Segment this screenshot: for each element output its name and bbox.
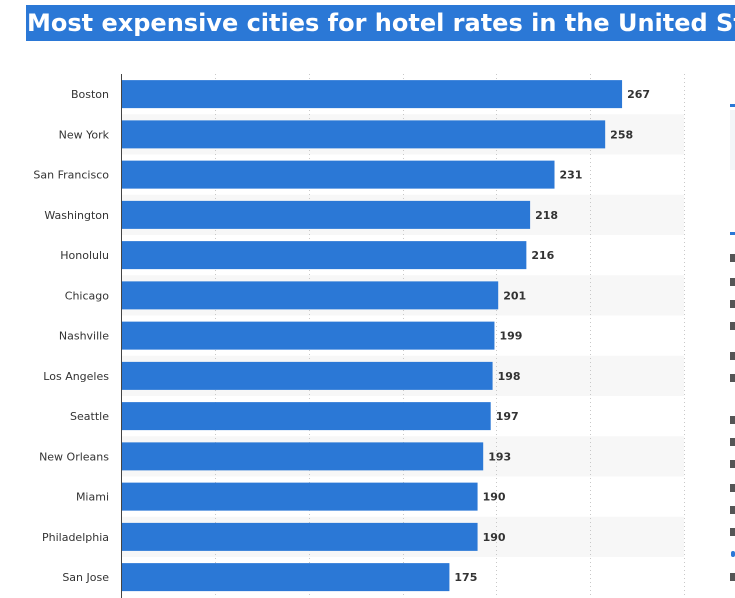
data-label: 198 bbox=[498, 370, 521, 383]
side-panel-text-fragment bbox=[730, 506, 735, 514]
side-panel-text-fragment bbox=[730, 278, 735, 286]
bar bbox=[121, 563, 450, 592]
chart-title: Most expensive cities for hotel rates in… bbox=[26, 5, 735, 41]
data-label: 218 bbox=[535, 209, 558, 222]
side-panel-text-fragment bbox=[730, 254, 735, 262]
side-panel-rule bbox=[730, 232, 735, 235]
bar bbox=[121, 442, 484, 471]
bar bbox=[121, 241, 527, 270]
side-panel-text-fragment bbox=[730, 573, 735, 581]
side-panel-text-fragment bbox=[730, 460, 735, 468]
category-label: Honolulu bbox=[60, 249, 109, 262]
bar bbox=[121, 522, 478, 551]
category-label: Miami bbox=[76, 491, 109, 504]
side-panel-text-fragment bbox=[730, 416, 735, 424]
data-label: 201 bbox=[503, 289, 526, 302]
bar bbox=[121, 321, 495, 350]
category-label: San Francisco bbox=[33, 169, 109, 182]
category-label: Boston bbox=[71, 88, 109, 101]
category-label: Los Angeles bbox=[43, 370, 109, 383]
data-label: 231 bbox=[560, 169, 583, 182]
bar bbox=[121, 80, 623, 109]
side-panel-text-fragment bbox=[730, 300, 735, 308]
category-label: New Orleans bbox=[39, 450, 109, 463]
bar bbox=[121, 361, 493, 390]
bar bbox=[121, 160, 555, 189]
side-panel-text-fragment bbox=[730, 528, 735, 536]
bar bbox=[121, 200, 531, 229]
data-label: 197 bbox=[496, 410, 519, 423]
category-label: Washington bbox=[44, 209, 109, 222]
side-panel bbox=[730, 0, 735, 598]
side-panel-link-icon bbox=[731, 551, 735, 557]
data-label: 199 bbox=[499, 330, 522, 343]
side-panel-text-fragment bbox=[730, 438, 735, 446]
side-panel-text-fragment bbox=[730, 374, 735, 382]
data-label: 190 bbox=[483, 531, 506, 544]
side-panel-text-fragment bbox=[730, 322, 735, 330]
side-panel-text-fragment bbox=[730, 484, 735, 492]
category-label: San Jose bbox=[62, 571, 109, 584]
data-label: 175 bbox=[454, 571, 477, 584]
data-label: 258 bbox=[610, 128, 633, 141]
data-label: 190 bbox=[483, 491, 506, 504]
category-label: New York bbox=[59, 128, 110, 141]
category-label: Nashville bbox=[59, 330, 109, 343]
data-label: 193 bbox=[488, 450, 511, 463]
side-panel-rule bbox=[730, 104, 735, 107]
category-label: Seattle bbox=[70, 410, 109, 423]
category-label: Philadelphia bbox=[42, 531, 109, 544]
bar bbox=[121, 120, 606, 149]
side-panel-box bbox=[730, 110, 735, 170]
data-label: 267 bbox=[627, 88, 650, 101]
data-label: 216 bbox=[531, 249, 554, 262]
side-panel-text-fragment bbox=[730, 352, 735, 360]
bar bbox=[121, 281, 499, 310]
bar bbox=[121, 482, 478, 511]
bar bbox=[121, 402, 491, 431]
category-label: Chicago bbox=[65, 289, 109, 302]
